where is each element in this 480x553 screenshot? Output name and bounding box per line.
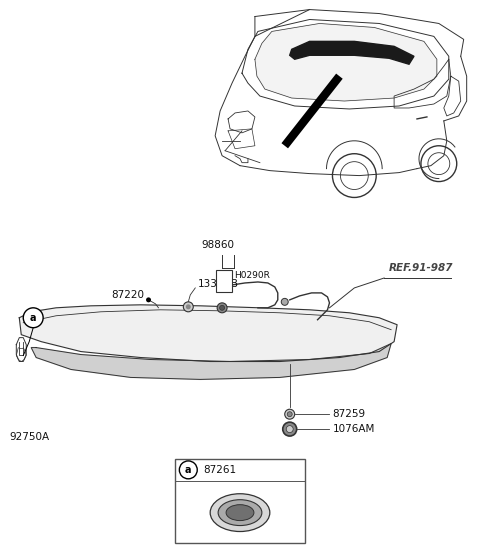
FancyBboxPatch shape bbox=[175, 459, 305, 544]
Text: REF.91-987: REF.91-987 bbox=[389, 263, 454, 273]
Polygon shape bbox=[31, 343, 391, 379]
Text: a: a bbox=[185, 465, 192, 475]
Text: 1339CB: 1339CB bbox=[198, 279, 239, 289]
FancyBboxPatch shape bbox=[216, 270, 232, 292]
Circle shape bbox=[217, 303, 227, 313]
Circle shape bbox=[283, 422, 297, 436]
Ellipse shape bbox=[218, 500, 262, 525]
Polygon shape bbox=[255, 23, 437, 101]
Circle shape bbox=[180, 461, 197, 479]
Text: a: a bbox=[30, 313, 36, 323]
Polygon shape bbox=[290, 41, 414, 64]
Text: 87259: 87259 bbox=[333, 409, 366, 419]
Circle shape bbox=[287, 412, 292, 416]
Text: 87261: 87261 bbox=[203, 465, 236, 475]
Circle shape bbox=[220, 305, 225, 310]
Text: 92750A: 92750A bbox=[9, 432, 49, 442]
Circle shape bbox=[23, 308, 43, 328]
Ellipse shape bbox=[226, 505, 254, 520]
Circle shape bbox=[146, 298, 151, 302]
Text: 1076AM: 1076AM bbox=[333, 424, 375, 434]
Ellipse shape bbox=[210, 494, 270, 531]
Text: 87220: 87220 bbox=[111, 290, 144, 300]
Circle shape bbox=[183, 302, 193, 312]
Circle shape bbox=[285, 409, 295, 419]
Circle shape bbox=[281, 299, 288, 305]
Circle shape bbox=[186, 304, 191, 309]
Polygon shape bbox=[19, 305, 397, 362]
Circle shape bbox=[286, 426, 293, 432]
Text: 98860: 98860 bbox=[202, 240, 235, 250]
Text: H0290R: H0290R bbox=[234, 270, 270, 279]
